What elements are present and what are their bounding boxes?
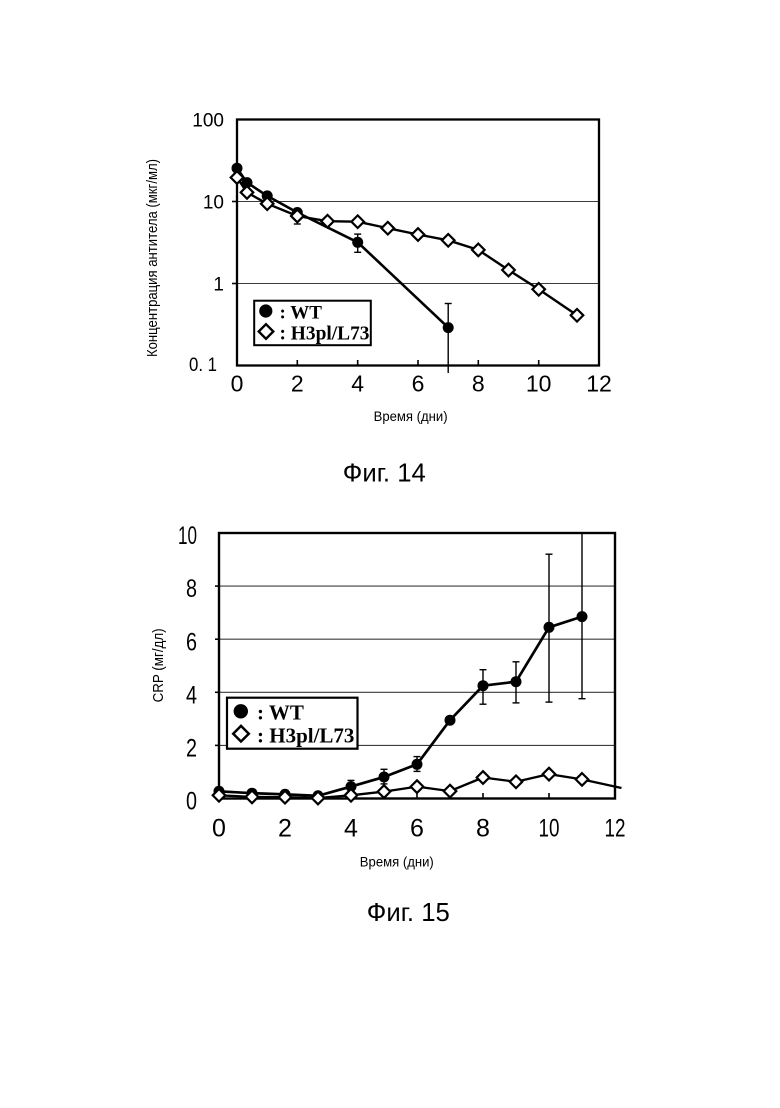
svg-text:12: 12 xyxy=(605,815,626,843)
svg-text:Фиг. 14: Фиг. 14 xyxy=(343,458,426,488)
svg-text:: WT: : WT xyxy=(280,302,323,323)
svg-text:Время (дни): Время (дни) xyxy=(360,855,434,870)
svg-text:Время (дни): Время (дни) xyxy=(374,409,448,424)
svg-text:10: 10 xyxy=(539,815,560,843)
svg-text:6: 6 xyxy=(412,370,425,396)
svg-text:: WT: : WT xyxy=(257,701,304,725)
svg-text:2: 2 xyxy=(291,370,304,396)
svg-text:: H3pl/L73: : H3pl/L73 xyxy=(257,724,354,748)
svg-text:4: 4 xyxy=(344,815,358,843)
svg-text:8: 8 xyxy=(472,370,485,396)
svg-text:12: 12 xyxy=(586,370,612,396)
svg-text:10: 10 xyxy=(526,370,552,396)
svg-text:2: 2 xyxy=(278,815,292,843)
svg-text:6: 6 xyxy=(186,628,197,656)
svg-text:0: 0 xyxy=(212,815,226,843)
svg-text:0: 0 xyxy=(186,788,197,816)
svg-text:: H3pl/L73: : H3pl/L73 xyxy=(280,322,370,344)
svg-text:4: 4 xyxy=(186,681,197,709)
svg-text:8: 8 xyxy=(186,575,197,603)
svg-text:10: 10 xyxy=(203,192,224,213)
svg-text:0. 1: 0. 1 xyxy=(189,355,217,376)
svg-text:Концентрация антитела (мкг/мл): Концентрация антитела (мкг/мл) xyxy=(144,159,161,357)
svg-text:0: 0 xyxy=(231,370,244,396)
svg-text:2: 2 xyxy=(186,735,197,763)
svg-text:4: 4 xyxy=(351,370,364,396)
svg-text:6: 6 xyxy=(410,815,424,843)
svg-text:1: 1 xyxy=(213,274,224,295)
svg-text:Фиг. 15: Фиг. 15 xyxy=(367,897,450,927)
svg-text:CRP (мг/дл): CRP (мг/дл) xyxy=(150,628,167,702)
svg-text:100: 100 xyxy=(192,110,224,131)
svg-text:10: 10 xyxy=(178,522,197,550)
svg-text:8: 8 xyxy=(476,815,490,843)
